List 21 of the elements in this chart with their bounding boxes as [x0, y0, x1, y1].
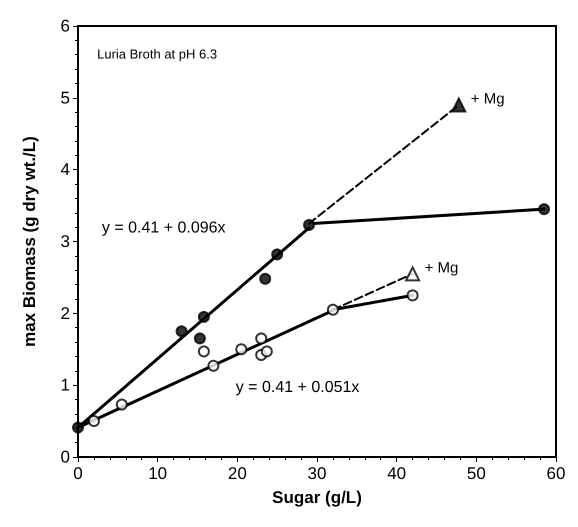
annotation: y = 0.41 + 0.051x [236, 378, 360, 396]
y-tick-label: 5 [60, 88, 70, 108]
annotation: + Mg [470, 90, 505, 108]
y-tick-label: 0 [60, 448, 70, 466]
x-tick-label: 30 [308, 464, 326, 483]
y-axis-title: max Biomass (g dry wt./L) [20, 136, 39, 347]
x-tick-label: 10 [148, 464, 168, 483]
y-tick-label: 1 [60, 376, 70, 395]
y-tick-label: 3 [60, 232, 70, 251]
x-tick-label: 20 [228, 464, 247, 483]
x-tick-label: 0 [73, 464, 83, 483]
y-tick-label: 4 [60, 160, 70, 180]
x-tick-label: 40 [387, 464, 406, 483]
annotation: y = 0.41 + 0.096x [102, 219, 226, 236]
x-axis-title: Sugar (g/L) [272, 488, 362, 507]
x-tick-label: 50 [466, 464, 486, 483]
annotation: Luria Broth at pH 6.3 [97, 46, 218, 62]
x-tick-label: 60 [546, 464, 566, 483]
y-tick-label: 6 [60, 16, 70, 36]
y-tick-label: 2 [60, 304, 70, 323]
annotation: + Mg [424, 259, 458, 276]
